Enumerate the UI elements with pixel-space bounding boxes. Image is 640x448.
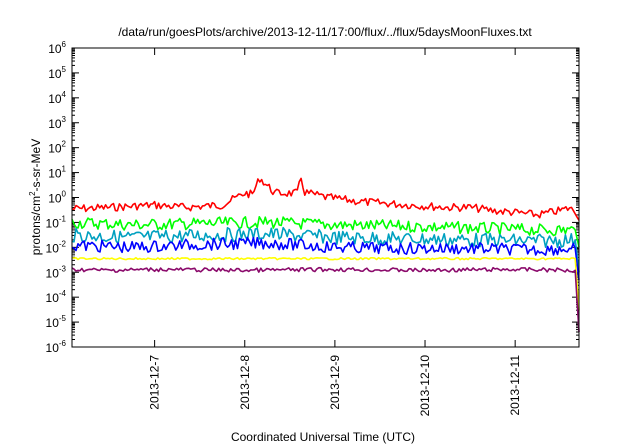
y-tick-label: 10-5	[46, 314, 67, 330]
chart-title: /data/run/goesPlots/archive/2013-12-11/1…	[118, 25, 532, 39]
series-line	[71, 177, 580, 221]
x-tick-label: 2013-12-11	[508, 355, 522, 416]
y-tick-label: 106	[48, 40, 66, 56]
y-tick-label: 104	[48, 90, 66, 106]
y-tick-label: 10-3	[46, 264, 67, 280]
y-tick-label: 10-6	[46, 339, 67, 355]
x-tick-label: 2013-12-10	[418, 355, 432, 417]
y-axis-ticks: 10-6 10-5 10-4 10-3 10-2 10-1 100 101 102 103 104 1…	[46, 40, 579, 355]
series-line	[71, 266, 580, 333]
x-axis-ticks: 2013-12-7 2013-12-8 2013-12-9 2013-12-10 201…	[148, 48, 522, 417]
y-tick-label: 10-2	[46, 239, 67, 255]
y-tick-label: 10-1	[46, 214, 67, 230]
series-line	[71, 256, 580, 311]
y-tick-label: 10-4	[46, 289, 67, 305]
series-line	[71, 236, 580, 280]
y-tick-label: 101	[48, 165, 66, 181]
series-line	[71, 226, 580, 273]
series-line	[71, 216, 580, 248]
y-tick-label: 100	[48, 190, 66, 206]
x-axis-label: Coordinated Universal Time (UTC)	[231, 430, 415, 444]
plot-frame	[71, 47, 580, 348]
y-tick-label: 103	[48, 115, 66, 131]
y-axis-label: protons/cm2-s-sr-MeV	[28, 139, 43, 255]
y-tick-label: 105	[48, 65, 66, 81]
x-tick-label: 2013-12-7	[148, 355, 162, 410]
data-series	[71, 177, 580, 333]
x-tick-label: 2013-12-8	[238, 355, 252, 410]
x-tick-label: 2013-12-9	[328, 355, 342, 410]
y-tick-label: 102	[48, 140, 66, 156]
